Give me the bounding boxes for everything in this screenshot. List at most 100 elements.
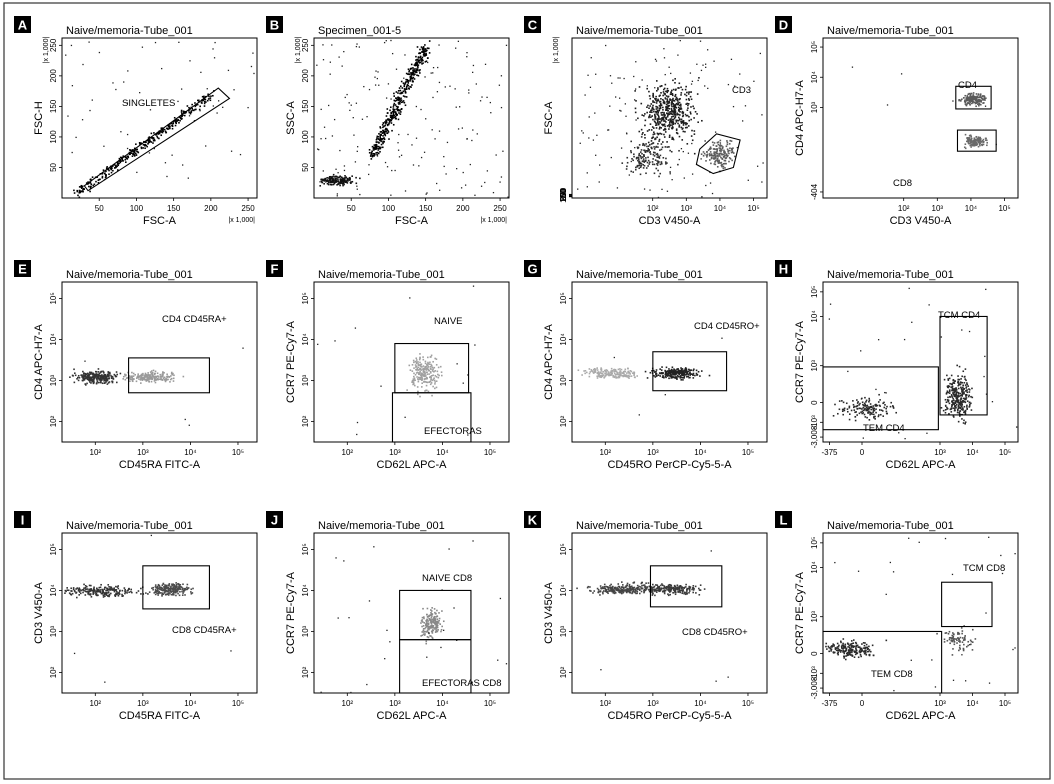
event-dot	[601, 375, 604, 378]
event-dot	[950, 411, 953, 413]
event-dot	[739, 73, 741, 75]
event-dot	[472, 540, 474, 542]
event-dot	[90, 183, 93, 186]
event-dot	[628, 375, 631, 378]
event-dot	[685, 103, 687, 105]
x-axis-label: CD45RA FITC-A	[119, 710, 201, 722]
event-dot	[671, 120, 674, 123]
event-dot	[141, 377, 144, 380]
event-dot	[589, 86, 592, 88]
event-dot	[681, 139, 684, 141]
event-dot	[725, 153, 728, 155]
y-tick-label: 10⁵	[810, 286, 819, 298]
event-dot	[981, 95, 984, 98]
event-dot	[334, 175, 337, 178]
event-dot	[505, 44, 508, 47]
event-dot	[434, 374, 437, 377]
event-dot	[961, 394, 964, 396]
event-dot	[121, 589, 124, 592]
event-dot	[704, 85, 706, 87]
event-dot	[161, 67, 163, 70]
panel-title: Naive/memoria-Tube_001	[576, 520, 703, 532]
event-dot	[67, 589, 70, 592]
event-dot	[681, 121, 684, 124]
event-dot	[425, 52, 427, 55]
event-dot	[430, 378, 432, 381]
event-dot	[89, 373, 91, 375]
event-dot	[86, 375, 89, 377]
event-dot	[108, 173, 110, 176]
plot-area	[571, 532, 768, 694]
event-dot	[608, 587, 610, 589]
event-dot	[647, 156, 649, 159]
event-dot	[703, 152, 706, 155]
event-dot	[135, 154, 138, 156]
event-dot	[607, 371, 610, 373]
event-dot	[375, 145, 377, 147]
event-dot	[186, 583, 189, 586]
panel-title: Naive/memoria-Tube_001	[318, 269, 445, 281]
event-dot	[638, 144, 641, 146]
event-dot	[960, 408, 963, 411]
event-dot	[106, 592, 108, 594]
event-dot	[979, 94, 982, 97]
event-dot	[684, 367, 687, 369]
event-dot	[410, 77, 413, 79]
event-dot	[102, 169, 105, 171]
event-dot	[647, 141, 650, 144]
event-dot	[75, 596, 78, 599]
event-dot	[659, 132, 661, 135]
event-dot	[667, 90, 670, 92]
event-dot	[394, 169, 396, 172]
event-dot	[393, 95, 395, 97]
event-dot	[147, 137, 150, 139]
event-dot	[99, 586, 102, 589]
event-dot	[437, 622, 440, 624]
event-dot	[136, 171, 138, 174]
event-dot	[124, 592, 126, 595]
event-dot	[72, 588, 75, 591]
event-dot	[961, 402, 963, 405]
event-dot	[624, 368, 627, 371]
event-dot	[392, 115, 394, 118]
event-dot	[420, 369, 423, 371]
event-dot	[412, 375, 415, 378]
event-dot	[413, 361, 415, 364]
event-dot	[433, 370, 435, 373]
event-dot	[406, 78, 409, 81]
event-dot	[708, 154, 711, 157]
event-dot	[433, 608, 436, 610]
event-dot	[954, 406, 956, 408]
event-dot	[209, 99, 212, 102]
event-dot	[339, 179, 342, 182]
event-dot	[856, 402, 859, 404]
event-dot	[661, 117, 663, 120]
event-dot	[426, 613, 428, 616]
event-dot	[877, 415, 880, 418]
event-dot	[855, 411, 857, 413]
event-dot	[403, 85, 406, 88]
event-dot	[99, 371, 102, 374]
event-dot	[348, 617, 350, 619]
event-dot	[124, 156, 127, 159]
event-dot	[341, 182, 344, 185]
event-dot	[673, 104, 675, 107]
event-dot	[723, 153, 726, 155]
event-dot	[665, 107, 668, 110]
gate-cd8	[956, 129, 997, 152]
event-dot	[71, 590, 73, 592]
event-dot	[742, 120, 744, 122]
event-dot	[392, 108, 395, 111]
event-dot	[119, 161, 122, 164]
event-dot	[724, 155, 726, 157]
event-dot	[383, 131, 386, 133]
event-dot	[948, 385, 951, 388]
event-dot	[965, 390, 967, 392]
event-dot	[214, 41, 216, 44]
event-dot	[336, 184, 338, 186]
event-dot	[598, 372, 601, 375]
event-dot	[717, 162, 720, 164]
event-dot	[643, 144, 646, 147]
plot-area	[313, 37, 510, 199]
